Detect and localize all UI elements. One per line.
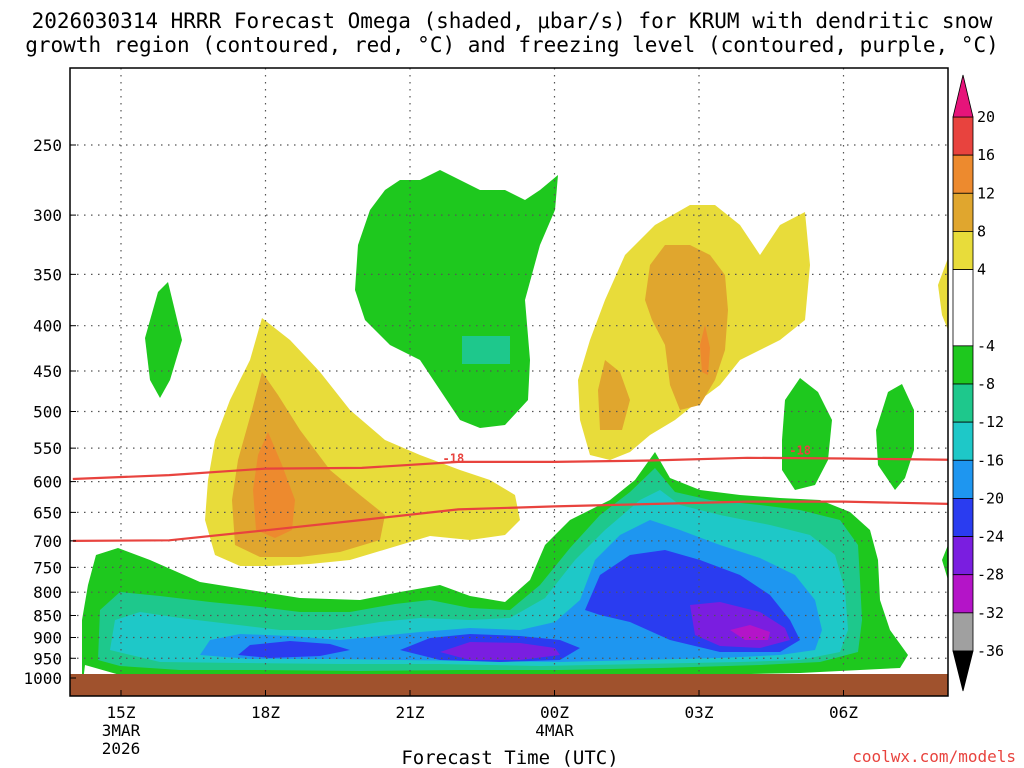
colorbar-band bbox=[952, 116, 974, 156]
colorbar-band bbox=[952, 536, 974, 576]
colorbar-band bbox=[952, 459, 974, 499]
y-tick-label: 950 bbox=[33, 649, 62, 668]
colorbar-label: 16 bbox=[977, 146, 995, 164]
colorbar-top-arrow bbox=[952, 74, 974, 118]
shaded-fields: -18 -18 bbox=[70, 68, 948, 696]
colorbar-band bbox=[952, 192, 974, 232]
contour-line-1 bbox=[72, 500, 948, 542]
omega-teal-upper bbox=[462, 336, 510, 364]
chart-subtitle: growth region (contoured, red, °C) and f… bbox=[25, 33, 999, 57]
y-tick-label: 900 bbox=[33, 628, 62, 647]
colorbar-label: -20 bbox=[977, 489, 1004, 507]
y-tick-label: 250 bbox=[33, 136, 62, 155]
colorbar-band bbox=[952, 574, 974, 614]
colorbar-band bbox=[952, 154, 974, 194]
omega-purple-lower bbox=[440, 602, 790, 660]
contour-label: -18 bbox=[789, 443, 811, 457]
colorbar-band bbox=[952, 345, 974, 385]
y-tick-label: 550 bbox=[33, 439, 62, 458]
y-tick-label: 450 bbox=[33, 362, 62, 381]
x-tick-year: 2026 bbox=[102, 739, 141, 758]
x-tick-date: 4MAR bbox=[535, 721, 574, 740]
omega-orange-left bbox=[253, 432, 295, 538]
x-tick-label: 15Z bbox=[107, 703, 136, 722]
credit-link[interactable]: coolwx.com/models bbox=[852, 747, 1016, 766]
colorbar-label: 4 bbox=[977, 261, 986, 279]
colorbar-band bbox=[952, 269, 974, 347]
y-axis: 250 300 350 400 450 500 550 600 650 700 750 800 850 9… bbox=[23, 136, 76, 688]
colorbar-label: -36 bbox=[977, 642, 1004, 660]
omega-gold-right bbox=[598, 245, 728, 430]
contour-label: -18 bbox=[443, 452, 465, 466]
contour-line-0 bbox=[72, 456, 948, 481]
chart-title: 2026030314 HRRR Forecast Omega (shaded, … bbox=[32, 9, 993, 33]
x-tick-label: 18Z bbox=[251, 703, 280, 722]
x-tick-label: 21Z bbox=[396, 703, 425, 722]
y-tick-label: 750 bbox=[33, 558, 62, 577]
colorbar-bottom-arrow bbox=[952, 650, 974, 692]
omega-green-small-a bbox=[145, 282, 182, 398]
omega-green-small-b bbox=[782, 378, 832, 490]
surface-ground bbox=[70, 674, 948, 696]
colorbar: 20 16 12 8 4 -4 -8 -12 -16 -20 -24 -28 -32 -36 bbox=[952, 74, 1004, 692]
x-tick-label: 00Z bbox=[540, 703, 569, 722]
omega-green-small-c bbox=[876, 384, 914, 490]
x-tick-label: 03Z bbox=[685, 703, 714, 722]
y-tick-label: 850 bbox=[33, 607, 62, 626]
colorbar-label: 12 bbox=[977, 184, 995, 202]
y-tick-label: 1000 bbox=[23, 669, 62, 688]
colorbar-band bbox=[952, 612, 974, 652]
omega-yellow-edge bbox=[938, 258, 948, 330]
y-tick-label: 500 bbox=[33, 403, 62, 422]
colorbar-band bbox=[952, 231, 974, 270]
y-tick-label: 650 bbox=[33, 503, 62, 522]
colorbar-label: -32 bbox=[977, 604, 1004, 622]
x-tick-label: 06Z bbox=[829, 703, 858, 722]
y-tick-label: 700 bbox=[33, 532, 62, 551]
y-tick-label: 600 bbox=[33, 473, 62, 492]
x-tick-date: 3MAR bbox=[102, 721, 141, 740]
colorbar-band bbox=[952, 498, 974, 537]
colorbar-label: -16 bbox=[977, 451, 1004, 469]
omega-darkblue-lower bbox=[238, 550, 800, 662]
colorbar-band bbox=[952, 421, 974, 461]
colorbar-label: 8 bbox=[977, 222, 986, 240]
y-tick-label: 400 bbox=[33, 317, 62, 336]
omega-orange-right bbox=[700, 325, 710, 375]
colorbar-label: -8 bbox=[977, 375, 995, 393]
colorbar-label: -28 bbox=[977, 566, 1004, 584]
colorbar-label: -24 bbox=[977, 528, 1004, 546]
x-axis-label: Forecast Time (UTC) bbox=[401, 747, 618, 768]
y-tick-label: 800 bbox=[33, 583, 62, 602]
colorbar-band bbox=[952, 383, 974, 423]
colorbar-label: 20 bbox=[977, 108, 995, 126]
omega-violet-lower bbox=[730, 625, 770, 640]
colorbar-label: -12 bbox=[977, 413, 1004, 431]
plot-frame bbox=[69, 67, 949, 697]
temperature-contours: -18 -18 bbox=[72, 443, 948, 542]
omega-green-small-d bbox=[942, 545, 948, 580]
colorbar-label: -4 bbox=[977, 337, 995, 355]
y-tick-label: 350 bbox=[33, 265, 62, 284]
y-tick-label: 300 bbox=[33, 206, 62, 225]
